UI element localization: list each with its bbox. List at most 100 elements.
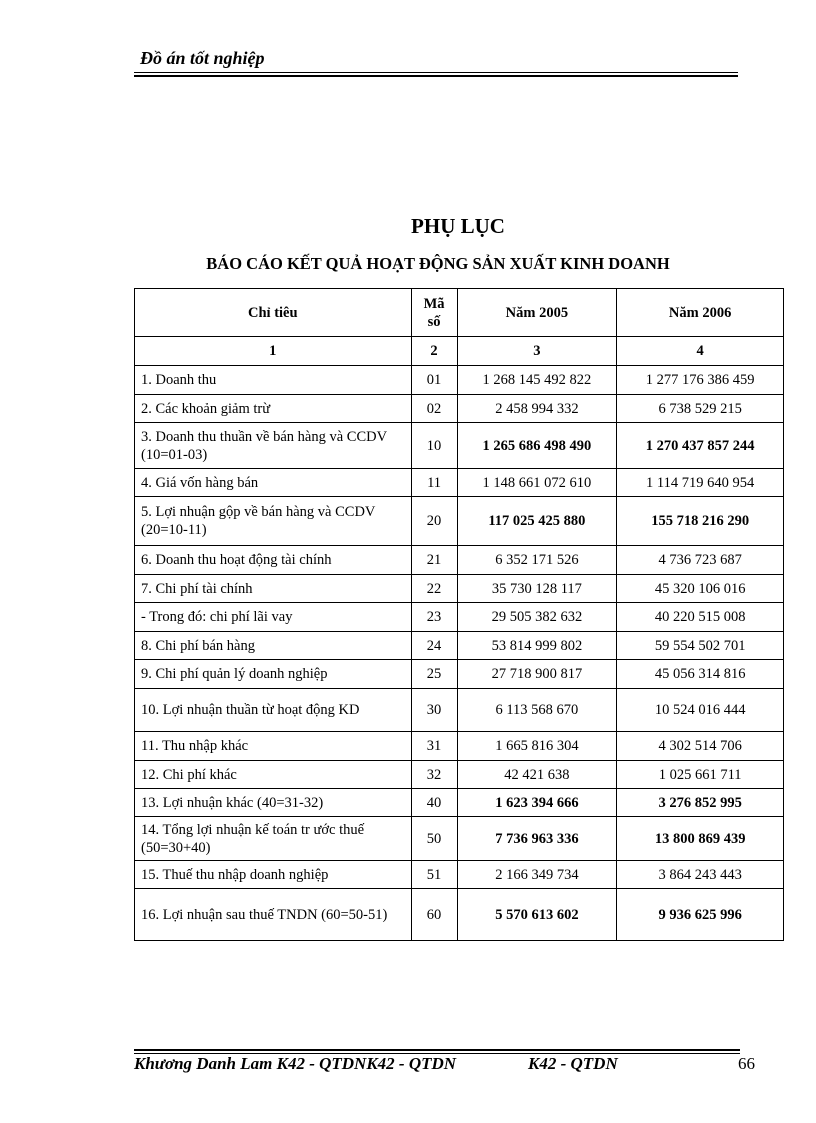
cell-y2005: 6 352 171 526: [456, 545, 618, 575]
cell-y2006: 9 936 625 996: [616, 888, 784, 941]
cell-label: 14. Tổng lợi nhuận kế toán tr ước thuế (…: [134, 816, 412, 861]
table-row: 6. Doanh thu hoạt động tài chính 21 6 352 …: [134, 545, 784, 575]
cell-label: 8. Chi phí bán hàng: [134, 631, 412, 660]
cell-y2005: 29 505 382 632: [456, 602, 618, 632]
cell-code: 50: [410, 816, 458, 861]
table-row: 1. Doanh thu 01 1 268 145 492 822 1 277 176…: [134, 365, 784, 395]
table-row: 9. Chi phí quản lý doanh nghiệp 25 27 718 …: [134, 659, 784, 689]
index-row: 1 2 3 4: [134, 336, 784, 366]
cell-y2006: 6 738 529 215: [616, 394, 784, 423]
table-row: 8. Chi phí bán hàng 24 53 814 999 802 59 55…: [134, 631, 784, 660]
cell-label: 1. Doanh thu: [134, 365, 412, 395]
cell-y2005: 7 736 963 336: [456, 816, 618, 861]
cell-label: 10. Lợi nhuận thuần từ hoạt động KD: [134, 688, 412, 732]
running-header: Đồ án tốt nghiệp: [140, 48, 265, 68]
cell-y2005: 5 570 613 602: [456, 888, 618, 941]
cell-label: - Trong đó: chi phí lãi vay: [134, 602, 412, 632]
cell-y2005: 1 148 661 072 610: [456, 468, 618, 497]
cell-label: 13. Lợi nhuận khác (40=31-32): [134, 788, 412, 817]
table-row: 2. Các khoản giảm trừ 02 2 458 994 332 6 73…: [134, 394, 784, 423]
cell-code: 60: [410, 888, 458, 941]
cell-y2005: 1 268 145 492 822: [456, 365, 618, 395]
cell-y2005: 27 718 900 817: [456, 659, 618, 689]
table-row: 3. Doanh thu thuần về bán hàng và CCDV (…: [134, 422, 784, 469]
cell-code: 32: [410, 760, 458, 789]
cell-label: 3. Doanh thu thuần về bán hàng và CCDV (…: [134, 422, 412, 469]
cell-y2006: 4 736 723 687: [616, 545, 784, 575]
cell-y2005: 117 025 425 880: [456, 496, 618, 546]
cell-y2005: 1 665 816 304: [456, 731, 618, 761]
header-cell: Chỉ tiêu: [134, 288, 412, 337]
cell-y2006: 155 718 216 290: [616, 496, 784, 546]
cell-label: 9. Chi phí quản lý doanh nghiệp: [134, 659, 412, 689]
cell-code: 24: [410, 631, 458, 660]
table-row: - Trong đó: chi phí lãi vay 23 29 505 382 …: [134, 602, 784, 632]
cell-label: 12. Chi phí khác: [134, 760, 412, 789]
cell-y2006: 3 864 243 443: [616, 860, 784, 889]
cell-y2005: 53 814 999 802: [456, 631, 618, 660]
cell-y2006: 45 320 106 016: [616, 574, 784, 603]
footer-author: Khương Danh Lam K42 - QTDNK42 - QTDN: [134, 1054, 457, 1073]
header-cell: Mã số: [410, 288, 458, 337]
cell-code: 10: [410, 422, 458, 469]
footer-class: K42 - QTDN: [528, 1054, 618, 1073]
income-statement-table: Chỉ tiêu Mã số Năm 2005 Năm 2006 1 2 3 4…: [134, 288, 784, 941]
index-cell: 4: [616, 336, 784, 366]
footer-rule: [134, 1053, 740, 1054]
cell-label: 11. Thu nhập khác: [134, 731, 412, 761]
cell-y2006: 13 800 869 439: [616, 816, 784, 861]
cell-code: 02: [410, 394, 458, 423]
header-cell: Năm 2005: [456, 288, 618, 337]
header-rule-thick: [134, 75, 738, 77]
cell-y2006: 1 025 661 711: [616, 760, 784, 789]
table-row: 11. Thu nhập khác 31 1 665 816 304 4 302 51…: [134, 731, 784, 761]
cell-code: 30: [410, 688, 458, 732]
index-cell: 1: [134, 336, 412, 366]
cell-code: 51: [410, 860, 458, 889]
cell-y2006: 1 270 437 857 244: [616, 422, 784, 469]
cell-y2006: 3 276 852 995: [616, 788, 784, 817]
cell-label: 4. Giá vốn hàng bán: [134, 468, 412, 497]
index-cell: 3: [456, 336, 618, 366]
index-cell: 2: [410, 336, 458, 366]
page-subtitle: BÁO CÁO KẾT QUẢ HOẠT ĐỘNG SẢN XUẤT KINH …: [206, 254, 670, 273]
header-cell: Năm 2006: [616, 288, 784, 337]
cell-label: 7. Chi phí tài chính: [134, 574, 412, 603]
cell-code: 21: [410, 545, 458, 575]
table-row: 13. Lợi nhuận khác (40=31-32) 40 1 623 394…: [134, 788, 784, 817]
footer-rule-thick: [134, 1049, 740, 1051]
header-rule: [134, 72, 738, 73]
page-title: PHỤ LỤC: [411, 214, 505, 238]
cell-label: 16. Lợi nhuận sau thuế TNDN (60=50-51): [134, 888, 412, 941]
cell-code: 01: [410, 365, 458, 395]
table-header-row: Chỉ tiêu Mã số Năm 2005 Năm 2006: [134, 288, 784, 337]
cell-y2005: 1 623 394 666: [456, 788, 618, 817]
cell-y2006: 1 114 719 640 954: [616, 468, 784, 497]
cell-code: 20: [410, 496, 458, 546]
cell-y2006: 4 302 514 706: [616, 731, 784, 761]
cell-code: 40: [410, 788, 458, 817]
cell-y2005: 1 265 686 498 490: [456, 422, 618, 469]
cell-label: 2. Các khoản giảm trừ: [134, 394, 412, 423]
cell-y2006: 45 056 314 816: [616, 659, 784, 689]
cell-y2006: 59 554 502 701: [616, 631, 784, 660]
cell-code: 25: [410, 659, 458, 689]
table-row: 10. Lợi nhuận thuần từ hoạt động KD 30 6 1…: [134, 688, 784, 732]
cell-label: 6. Doanh thu hoạt động tài chính: [134, 545, 412, 575]
page-number: 66: [738, 1054, 755, 1073]
cell-y2005: 6 113 568 670: [456, 688, 618, 732]
cell-y2005: 2 166 349 734: [456, 860, 618, 889]
cell-y2006: 10 524 016 444: [616, 688, 784, 732]
cell-y2005: 42 421 638: [456, 760, 618, 789]
cell-y2005: 35 730 128 117: [456, 574, 618, 603]
cell-code: 31: [410, 731, 458, 761]
table-row: 14. Tổng lợi nhuận kế toán tr ước thuế (…: [134, 816, 784, 861]
cell-label: 5. Lợi nhuận gộp về bán hàng và CCDV (20…: [134, 496, 412, 546]
table-row: 4. Giá vốn hàng bán 11 1 148 661 072 610 1 …: [134, 468, 784, 497]
table-row: 7. Chi phí tài chính 22 35 730 128 117 45 3…: [134, 574, 784, 603]
table-row: 16. Lợi nhuận sau thuế TNDN (60=50-51) 60…: [134, 888, 784, 941]
cell-code: 23: [410, 602, 458, 632]
cell-y2006: 40 220 515 008: [616, 602, 784, 632]
cell-y2006: 1 277 176 386 459: [616, 365, 784, 395]
